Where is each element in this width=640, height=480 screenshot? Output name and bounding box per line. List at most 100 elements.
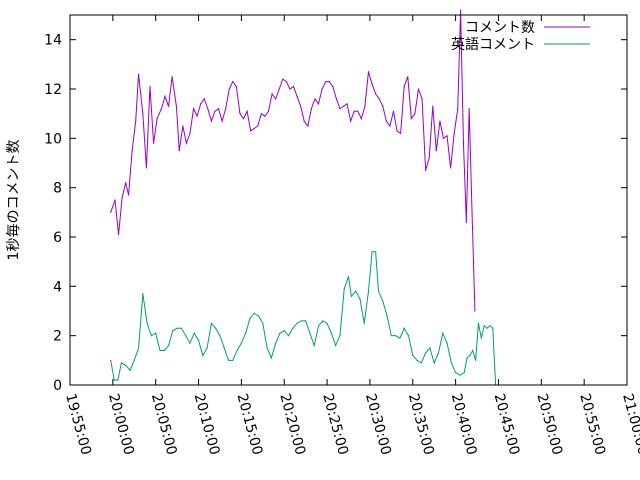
data-point [371, 83, 373, 85]
data-point [385, 120, 387, 122]
x-tick-label: 20:20:00 [276, 392, 308, 457]
data-point [176, 327, 178, 329]
data-point [133, 359, 135, 361]
data-point [350, 120, 352, 122]
data-point [137, 347, 140, 349]
data-point [137, 73, 140, 75]
data-point [210, 322, 212, 324]
data-point [317, 325, 320, 327]
data-point [350, 295, 352, 297]
data-point [150, 335, 153, 337]
data-point [185, 142, 187, 144]
data-point [472, 349, 474, 352]
data-point [457, 108, 459, 110]
data-point [232, 359, 234, 361]
data-point [228, 88, 230, 90]
data-point [305, 320, 307, 322]
data-point [182, 125, 184, 127]
data-point [342, 105, 345, 107]
data-point [239, 113, 241, 115]
data-point [215, 327, 217, 329]
data-point [125, 182, 127, 184]
y-tick-label: 0 [53, 378, 62, 394]
data-point [120, 362, 123, 364]
data-point [462, 142, 465, 144]
data-point [335, 344, 337, 347]
ticks-layer: 0 2 4 6 8 10 12 14 19:55:00 20:00:00 20:05:00 20:10… [44, 15, 640, 457]
data-point [296, 322, 298, 324]
data-point [242, 118, 245, 120]
data-point [377, 290, 380, 292]
x-tick-label: 20:35:00 [405, 392, 437, 457]
x-tick-label: 20:05:00 [148, 392, 180, 457]
data-point [412, 354, 414, 356]
data-point [232, 81, 234, 83]
data-point [321, 88, 323, 90]
data-point [474, 310, 476, 312]
data-point [300, 320, 302, 322]
x-tick-label: 20:15:00 [234, 392, 266, 457]
x-tick-label: 20:25:00 [319, 392, 351, 457]
data-point [246, 110, 248, 112]
data-point [450, 167, 452, 169]
data-point [343, 288, 345, 290]
data-point [200, 103, 202, 105]
data-point [287, 335, 290, 337]
data-point [146, 322, 148, 324]
data-point [439, 120, 441, 122]
data-point [262, 322, 264, 324]
data-point [135, 120, 137, 122]
data-point [175, 105, 178, 107]
data-point [257, 315, 260, 317]
data-point [149, 85, 151, 88]
data-point [332, 85, 334, 88]
data-point [420, 362, 422, 364]
data-point [400, 132, 402, 134]
data-point [367, 71, 370, 73]
data-point [446, 135, 448, 137]
data-point [210, 120, 212, 122]
data-point [267, 110, 270, 112]
data-point [240, 342, 242, 344]
data-point [425, 352, 427, 354]
data-point [217, 108, 220, 110]
data-point [125, 364, 127, 366]
data-point [249, 317, 251, 319]
data-point [469, 354, 471, 356]
data-point [339, 335, 341, 337]
data-point [471, 211, 473, 213]
data-point [416, 359, 418, 361]
data-point [189, 342, 191, 344]
data-point [363, 322, 365, 324]
data-point [264, 115, 266, 117]
data-point [355, 290, 357, 292]
data-point [110, 211, 112, 213]
y-axis-label: 1秒毎のコメント数 [6, 140, 22, 261]
data-point [386, 315, 388, 317]
data-point [480, 337, 482, 339]
data-point [399, 337, 401, 339]
y-tick-label: 12 [44, 82, 62, 98]
series-line-1 [110, 10, 476, 312]
data-point [278, 88, 280, 90]
data-point [353, 110, 355, 112]
data-point [326, 322, 328, 324]
data-point [492, 327, 494, 329]
data-point [407, 335, 410, 337]
data-point [235, 85, 237, 88]
data-point [460, 9, 462, 11]
data-point [328, 81, 330, 83]
data-point [117, 379, 119, 381]
data-point [271, 93, 273, 95]
data-point [475, 359, 477, 361]
data-point [367, 290, 370, 292]
legend-label-2: 英語コメント [451, 36, 535, 53]
data-point [442, 137, 445, 139]
data-point [382, 105, 384, 107]
data-point [180, 327, 182, 329]
data-point [322, 320, 324, 322]
data-point [477, 322, 480, 324]
data-point [250, 130, 252, 132]
legend-label-1: コメント数 [465, 20, 535, 36]
data-point [172, 330, 174, 332]
